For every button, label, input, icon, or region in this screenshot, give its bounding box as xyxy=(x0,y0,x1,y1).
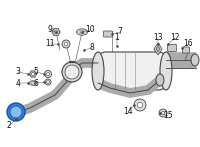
Ellipse shape xyxy=(191,54,199,66)
FancyBboxPatch shape xyxy=(182,47,190,53)
Circle shape xyxy=(7,103,25,121)
Text: 13: 13 xyxy=(153,34,163,42)
Text: 1: 1 xyxy=(115,34,119,42)
Circle shape xyxy=(10,106,22,118)
FancyBboxPatch shape xyxy=(98,52,166,90)
Circle shape xyxy=(46,72,50,76)
Circle shape xyxy=(80,30,84,34)
Circle shape xyxy=(134,99,146,111)
Circle shape xyxy=(137,102,143,108)
Text: 14: 14 xyxy=(123,107,133,117)
Text: 16: 16 xyxy=(183,40,193,49)
Circle shape xyxy=(62,62,82,82)
Circle shape xyxy=(32,82,34,84)
Text: 7: 7 xyxy=(118,27,122,36)
Circle shape xyxy=(62,40,70,48)
Circle shape xyxy=(44,71,52,77)
Text: 12: 12 xyxy=(170,34,180,42)
Text: 4: 4 xyxy=(16,78,20,87)
Text: 15: 15 xyxy=(163,112,173,121)
Ellipse shape xyxy=(160,52,172,90)
Ellipse shape xyxy=(156,74,164,86)
Polygon shape xyxy=(52,29,60,35)
Circle shape xyxy=(31,72,35,76)
Polygon shape xyxy=(156,46,160,52)
Text: 11: 11 xyxy=(45,40,55,49)
Text: 10: 10 xyxy=(85,25,95,35)
Text: 6: 6 xyxy=(34,78,38,87)
Polygon shape xyxy=(30,71,36,77)
Ellipse shape xyxy=(76,29,88,35)
Circle shape xyxy=(65,65,79,79)
Circle shape xyxy=(159,109,167,117)
Text: 9: 9 xyxy=(48,25,52,35)
Circle shape xyxy=(161,111,165,115)
Text: 3: 3 xyxy=(16,67,20,76)
Circle shape xyxy=(47,81,49,83)
FancyBboxPatch shape xyxy=(104,31,112,37)
Ellipse shape xyxy=(92,52,104,90)
Text: 8: 8 xyxy=(90,44,94,52)
Circle shape xyxy=(64,42,68,46)
Polygon shape xyxy=(154,43,162,55)
Ellipse shape xyxy=(13,105,23,119)
Circle shape xyxy=(45,79,51,85)
Text: 5: 5 xyxy=(34,67,38,76)
Text: 2: 2 xyxy=(7,122,11,131)
Ellipse shape xyxy=(29,81,37,85)
FancyBboxPatch shape xyxy=(168,45,177,51)
Circle shape xyxy=(54,30,58,34)
